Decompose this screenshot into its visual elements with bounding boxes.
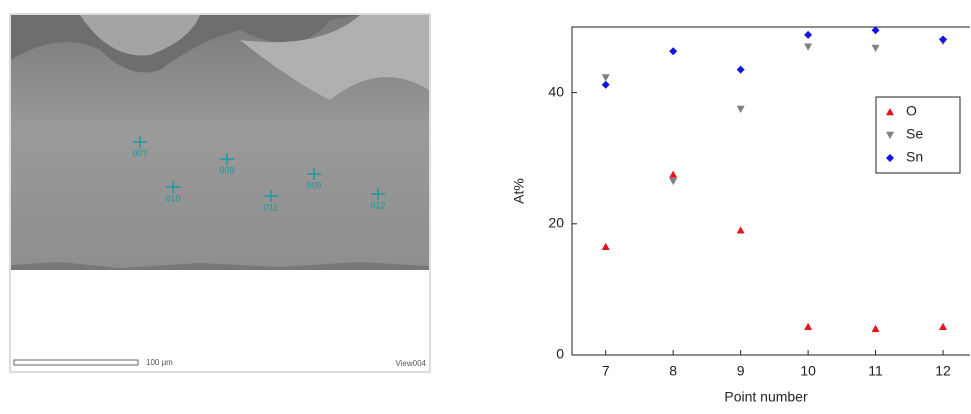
- legend-label: Se: [906, 126, 923, 142]
- x-tick-label: 8: [669, 363, 677, 379]
- point: [939, 35, 948, 44]
- point-label: 010: [165, 193, 180, 203]
- x-axis-label: Point number: [724, 389, 808, 405]
- point: [736, 226, 745, 234]
- point-label: 008: [219, 165, 234, 175]
- point: [871, 44, 880, 52]
- legend-label: O: [906, 103, 917, 119]
- crosshair: [133, 136, 147, 148]
- point: [601, 74, 610, 82]
- point: [669, 170, 678, 178]
- point-label: 011: [264, 202, 278, 212]
- legend-marker: [886, 131, 894, 139]
- crosshair: [220, 153, 234, 165]
- point: [736, 65, 745, 74]
- legend-marker: [886, 154, 894, 162]
- bright-region: [240, 15, 429, 100]
- x-tick-label: 7: [602, 363, 610, 379]
- edge: [11, 262, 429, 270]
- y-tick-label: 0: [556, 346, 564, 362]
- x-tick-label: 11: [868, 363, 883, 379]
- legend-marker: [886, 108, 894, 116]
- y-tick-label: 20: [548, 215, 564, 231]
- axes: [571, 26, 970, 356]
- crosshair: [264, 190, 278, 202]
- scale-label: 100 µm: [146, 358, 173, 367]
- crosshair: [307, 168, 321, 180]
- point-label: 009: [306, 180, 321, 190]
- point-label: 012: [370, 200, 385, 210]
- point: [736, 105, 745, 113]
- point: [871, 26, 880, 35]
- legend-label: Sn: [906, 149, 923, 165]
- crosshair: [166, 181, 180, 193]
- point: [871, 324, 880, 332]
- point: [601, 80, 610, 89]
- point: [804, 43, 813, 51]
- y-tick-label: 40: [548, 83, 564, 99]
- point: [601, 242, 610, 250]
- point: [804, 30, 813, 39]
- crosshair: [371, 188, 385, 200]
- bright-region: [80, 15, 200, 56]
- x-tick-label: 9: [737, 363, 745, 379]
- point: [939, 322, 948, 330]
- point: [669, 47, 678, 56]
- point-label: 007: [132, 148, 147, 158]
- x-tick-label: 10: [800, 363, 816, 379]
- point: [804, 322, 813, 330]
- y-axis-label: At%: [511, 178, 527, 204]
- view-label: View004: [395, 359, 426, 368]
- point: [669, 177, 678, 186]
- x-tick-label: 12: [935, 363, 951, 379]
- micrograph: 100 µm View004: [9, 13, 431, 373]
- scale-bar: [13, 359, 139, 366]
